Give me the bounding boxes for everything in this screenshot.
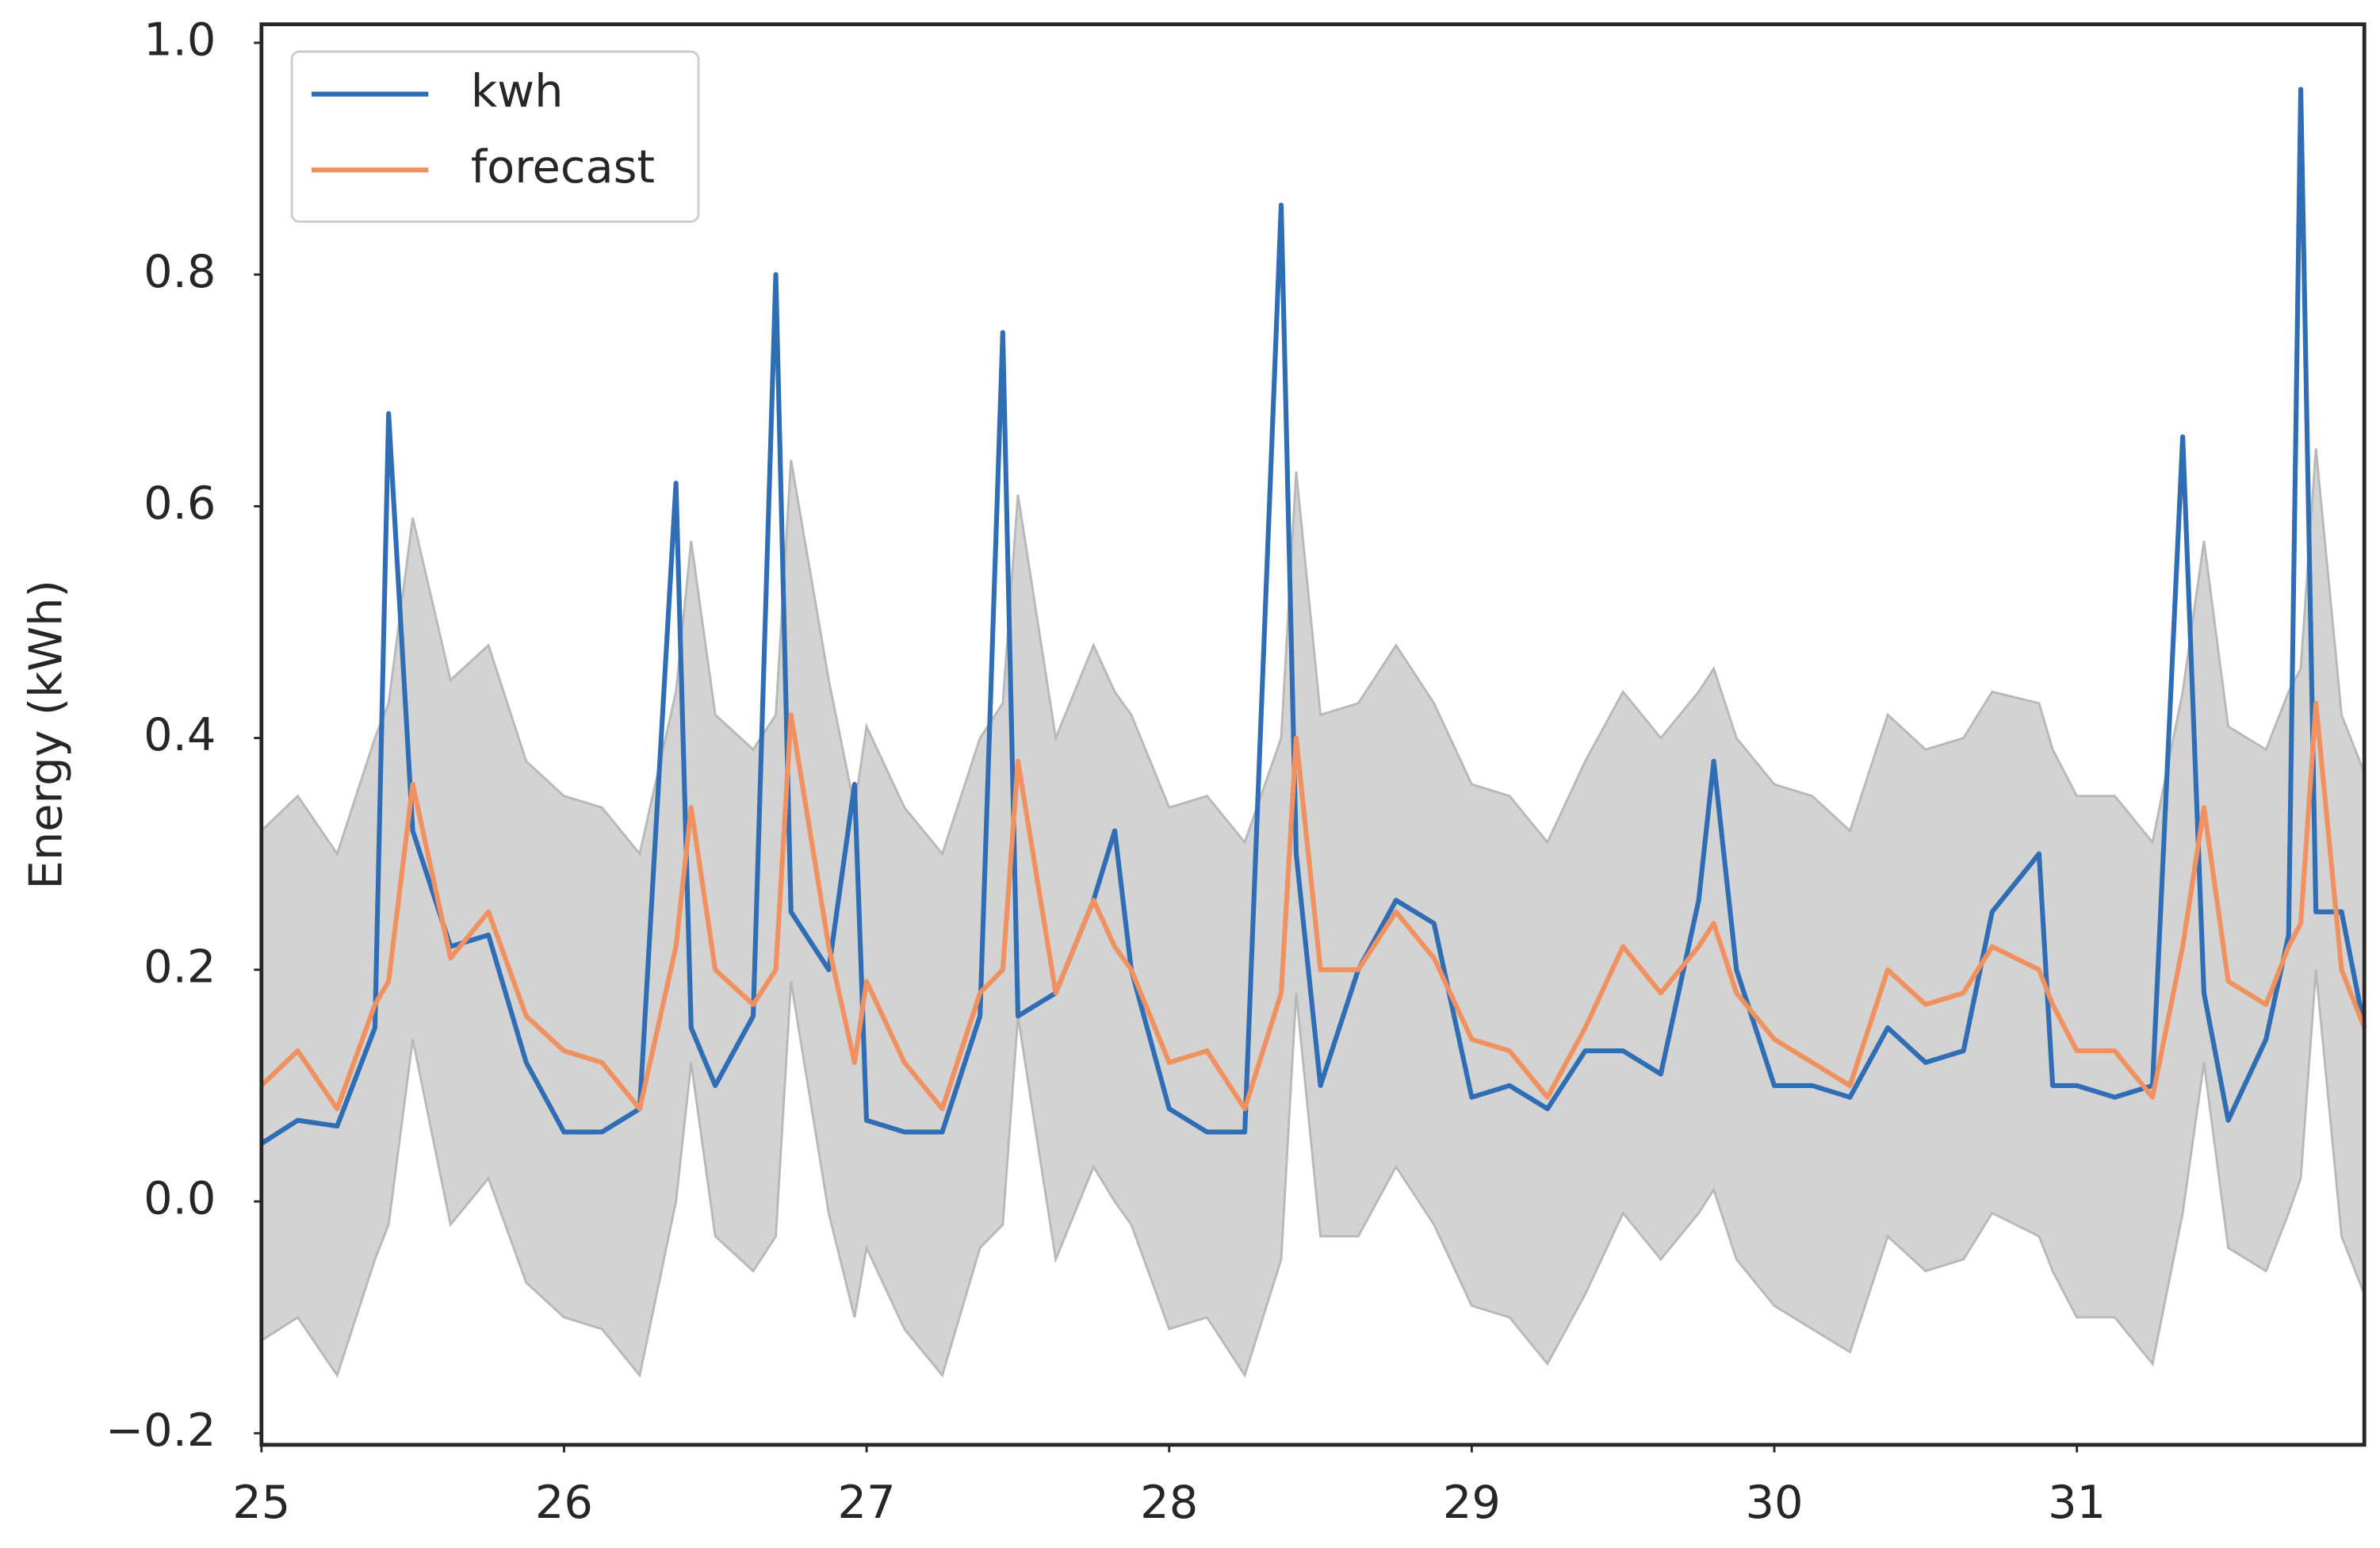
x-tick-label: 25 bbox=[232, 1476, 290, 1529]
x-tick-label: 27 bbox=[838, 1476, 896, 1529]
x-tick-label: 30 bbox=[1745, 1476, 1803, 1529]
y-tick-label: 1.0 bbox=[143, 13, 216, 67]
y-tick-label: 0.6 bbox=[143, 477, 216, 530]
plot-frame bbox=[259, 22, 2367, 1447]
y-tick-label: 0.2 bbox=[143, 940, 216, 993]
x-tick-label: 31 bbox=[2048, 1476, 2106, 1529]
x-tick-label: 29 bbox=[1443, 1476, 1501, 1529]
legend: kwh forecast bbox=[290, 50, 700, 223]
y-axis-label: Energy (kWh) bbox=[19, 580, 72, 889]
line-series bbox=[260, 86, 2367, 1146]
x-tick-label: 26 bbox=[535, 1476, 593, 1529]
legend-label: forecast bbox=[471, 140, 655, 194]
y-tick-label: 0.0 bbox=[143, 1172, 216, 1225]
legend-label: kwh bbox=[471, 64, 564, 117]
x-tick-label: 28 bbox=[1140, 1476, 1198, 1529]
y-tick-label: −0.2 bbox=[105, 1404, 216, 1457]
line-series bbox=[259, 700, 2367, 1112]
y-tick-label: 0.8 bbox=[143, 245, 216, 298]
y-tick-label: 0.4 bbox=[143, 708, 216, 761]
